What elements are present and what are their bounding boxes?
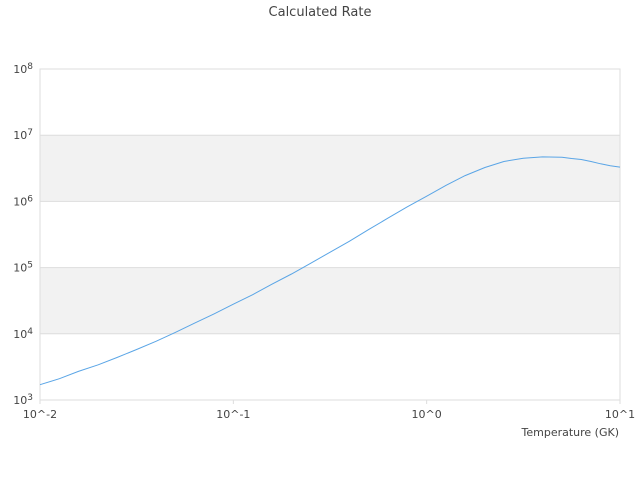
y-tick-label: 107 bbox=[13, 128, 33, 142]
series-line bbox=[39, 156, 621, 386]
y-tick-label: 106 bbox=[13, 194, 33, 208]
x-tick-label: 10^-1 bbox=[216, 408, 250, 421]
x-tick-label: 10^1 bbox=[605, 408, 635, 421]
plot-area bbox=[39, 68, 621, 401]
y-tick-label: 104 bbox=[13, 327, 33, 341]
x-tick-label: 10^-2 bbox=[23, 408, 57, 421]
y-tick-label: 103 bbox=[13, 393, 33, 407]
x-axis-label: Temperature (GK) bbox=[521, 426, 620, 439]
x-axis-ticks: 10^-2 10^-1 10^0 10^1 bbox=[23, 400, 635, 421]
plot-bands bbox=[40, 135, 620, 334]
plot-band bbox=[40, 267, 620, 334]
plot-band bbox=[40, 135, 620, 202]
y-tick-label: 105 bbox=[13, 261, 33, 275]
y-tick-label: 108 bbox=[13, 62, 33, 76]
chart-title: Calculated Rate bbox=[269, 5, 372, 20]
gridlines bbox=[40, 68, 620, 401]
x-tick-label: 10^0 bbox=[412, 408, 442, 421]
y-axis-ticks: 103 104 105 106 107 108 bbox=[13, 62, 33, 407]
